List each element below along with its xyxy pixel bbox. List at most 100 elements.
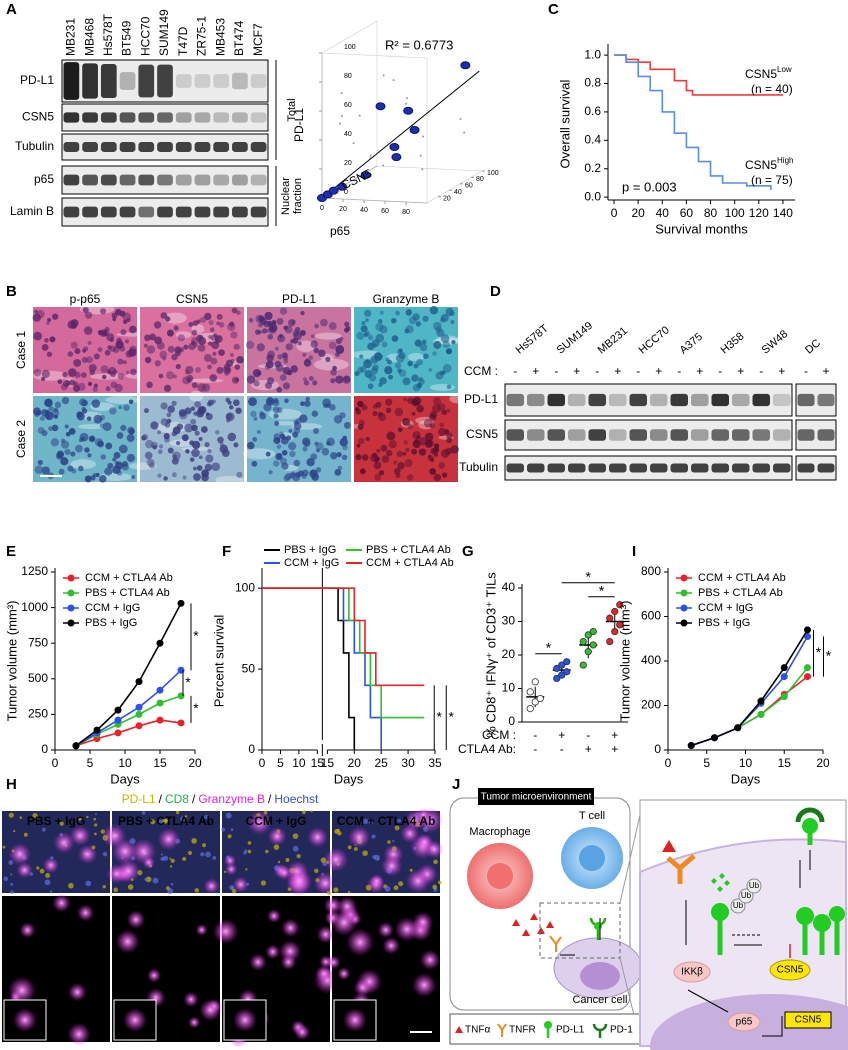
cell-nucleus [302, 446, 308, 452]
cell-nucleus [190, 406, 196, 411]
cell-nucleus [160, 418, 169, 426]
cell-nucleus [355, 408, 362, 415]
cell-nucleus [361, 454, 369, 461]
blot-band [157, 142, 173, 152]
cell-nucleus [85, 356, 93, 364]
cell-nucleus [45, 409, 50, 415]
x-tick-label: 5 [703, 756, 710, 770]
cell-nucleus [311, 410, 319, 417]
cell-nucleus [157, 449, 163, 455]
blot-band [527, 463, 545, 473]
granzyme [326, 955, 341, 970]
cell-nucleus [68, 427, 76, 435]
series-line [614, 54, 772, 191]
cell-nucleus [310, 340, 319, 348]
y-axis-label: Overall survival [557, 79, 572, 168]
cell-nucleus [192, 320, 199, 326]
data-point [72, 742, 80, 750]
ub-label: Ub [749, 881, 760, 890]
cell-nucleus [178, 409, 187, 417]
y-tick-label: 1250 [21, 564, 48, 578]
blot-band [82, 63, 98, 99]
data-point [780, 693, 788, 701]
granzyme [315, 964, 333, 983]
granzyme [142, 856, 156, 869]
data-point [804, 664, 811, 672]
x-tick-label: 0 [665, 756, 672, 770]
cell-nucleus [70, 451, 76, 457]
tick-label: 100 [487, 170, 499, 177]
cell-nucleus [411, 411, 416, 416]
panel-letter: G [462, 543, 474, 560]
cell-nucleus [126, 434, 135, 443]
separator: / [192, 792, 196, 806]
tnfr [666, 854, 696, 884]
cell-nucleus [141, 435, 147, 441]
data-point [579, 661, 587, 669]
pdl1 [594, 922, 602, 930]
y-tick-label: 40 [502, 580, 516, 594]
granzyme [123, 1008, 147, 1032]
cell-nucleus [80, 437, 85, 442]
cell-nucleus [184, 423, 194, 433]
data-point [757, 697, 765, 705]
cell-nucleus [446, 408, 451, 413]
cell-nucleus [261, 328, 268, 334]
pdl1 [796, 907, 814, 925]
legend-label: PD-1 [610, 1025, 633, 1036]
group-label: Total [286, 98, 298, 121]
signal [225, 812, 232, 819]
signal [230, 828, 234, 832]
sign: - [533, 742, 537, 756]
grid-dot [339, 122, 342, 125]
blot-band [506, 393, 524, 407]
cell-nucleus [197, 383, 206, 392]
cell-nucleus [328, 322, 337, 330]
granzyme [377, 921, 394, 939]
x-tick-label: 140 [773, 206, 793, 220]
signal [310, 809, 313, 813]
blot-band [817, 393, 835, 407]
blot-band [138, 64, 155, 98]
cell-nucleus [402, 451, 407, 456]
nucleus [580, 962, 620, 990]
cell-nucleus [37, 426, 45, 434]
blot-band [506, 429, 524, 441]
tick-label: 100 [344, 44, 356, 51]
signal [387, 840, 391, 844]
legend-marker [680, 574, 688, 582]
data-point [616, 601, 624, 609]
cell-nucleus [232, 399, 240, 407]
cell-nucleus [386, 431, 396, 441]
cell-nucleus [60, 440, 70, 449]
cell-nucleus [80, 372, 87, 379]
data-point [531, 698, 539, 706]
stroma [90, 373, 126, 380]
signal [347, 890, 351, 894]
cell-nucleus [81, 406, 86, 411]
cell-nucleus [50, 438, 60, 447]
blot-band [213, 174, 230, 186]
pdl1 [711, 903, 729, 921]
cell-nucleus [281, 436, 287, 441]
cell-nucleus [60, 457, 69, 466]
cell-nucleus [433, 321, 442, 331]
cell-nucleus [171, 430, 178, 437]
sign: - [677, 364, 681, 378]
cell-nucleus [230, 331, 238, 339]
cell-nucleus [282, 355, 289, 361]
signal [265, 849, 269, 854]
y-tick-label: 0.0 [584, 189, 601, 203]
cell-nucleus [109, 407, 117, 415]
data-point [93, 726, 101, 734]
stain-name: Granzyme B [198, 792, 265, 806]
cell-nucleus [435, 371, 444, 380]
legend-marker [67, 574, 75, 582]
group-label: fraction [292, 178, 304, 214]
legend-label: CCM + IgG [284, 557, 339, 569]
y-tick-label: 600 [641, 609, 661, 623]
blot-band [650, 463, 668, 473]
cell-nucleus [124, 339, 129, 344]
x-tick-label: 0 [259, 756, 266, 770]
y-axis-label: Tumor volume (mm³) [4, 601, 19, 722]
